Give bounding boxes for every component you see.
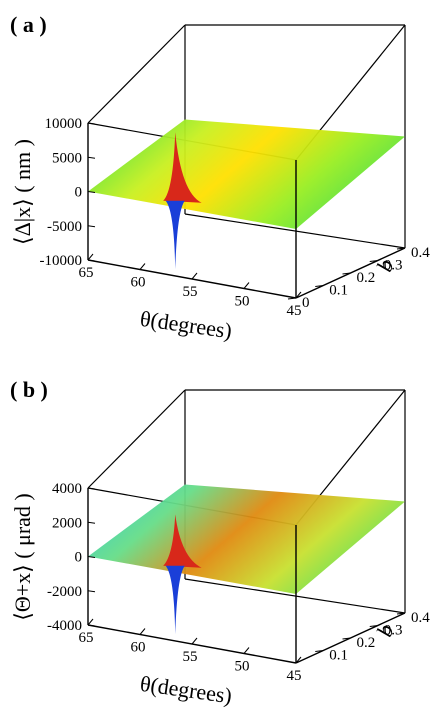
x-tick-label: 50 [235,659,250,675]
y-tick [287,297,297,300]
y-tick [315,650,324,652]
surface-dip [165,200,185,270]
x-tick [139,263,146,270]
surface-peak [163,132,202,203]
x-axis-title: θ(degrees) [139,306,234,344]
y-tick [396,247,406,250]
z-tick [87,624,96,627]
x-tick-label: 45 [287,303,302,319]
z-tick-label: 2000 [52,515,82,531]
y-tick [342,272,351,275]
x-tick [87,618,94,626]
box-edge [87,24,186,124]
panel-label: ( b ) [10,377,48,402]
panel-label: ( a ) [10,12,47,37]
y-tick-label: 0.1 [329,283,348,299]
x-tick [139,628,146,635]
z-tick-label: -4000 [47,618,82,634]
x-tick-label: 60 [131,640,146,656]
y-tick [369,625,378,627]
y-tick-label: 0.4 [411,610,430,626]
z-tick-label: -10000 [40,253,83,269]
y-tick-label: 0.4 [411,245,430,261]
z-tick-label: 10000 [45,116,83,132]
z-axis-title: ⟨Θ+x⟩ ( μrad ) [10,493,35,621]
y-tick-label: 0 [302,295,310,311]
surface-dip [165,565,185,635]
box-edge [87,389,186,489]
z-tick [87,487,96,490]
y-tick-label: 0.1 [329,648,348,664]
x-tick [191,272,198,280]
x-tick [295,656,302,664]
box-edge [184,578,406,614]
chart-panel-b: ( b ) 4000 2000 0 -2000 -4000 65 60 55 50 45 0.1 0.… [0,365,436,725]
x-tick [243,647,250,654]
y-tick-label: 0.3 [384,258,403,274]
chart-panel-a: ( a ) 10000 5000 0 -5000 -10000 65 60 55 50 45 0 0.… [0,0,436,360]
z-tick-label: 4000 [52,481,82,497]
z-tick-label: -2000 [47,584,82,600]
surface-plane [88,119,405,229]
x-tick-label: 60 [131,275,146,291]
z-tick [87,259,96,262]
z-tick-label: 0 [75,550,83,566]
y-tick [342,637,351,640]
x-tick [87,253,94,261]
y-tick-label: 0.3 [384,623,403,639]
z-tick [87,590,96,593]
z-tick-label: 5000 [52,150,82,166]
z-axis-title: ⟨Δ|x⟩ ( nm ) [10,139,35,245]
z-tick [87,156,96,159]
z-tick-label: -5000 [47,219,82,235]
y-tick [396,612,406,615]
y-tick [369,260,378,262]
x-tick [191,637,198,645]
y-tick-label: 0.2 [357,270,376,286]
y-tick-label: 0.2 [357,635,376,651]
z-tick-label: 0 [75,185,83,201]
x-axis-title: θ(degrees) [139,671,234,709]
z-tick [87,556,96,558]
x-tick-label: 55 [183,284,198,300]
z-tick [87,225,96,228]
surface-peak [163,514,202,568]
box-edge [184,213,406,249]
surface-plane [88,484,405,594]
z-tick [87,122,96,125]
x-tick-label: 55 [183,649,198,665]
x-tick [243,282,250,289]
z-tick [87,521,96,524]
y-tick [315,285,324,287]
x-tick-label: 45 [287,668,302,684]
z-tick [87,191,96,193]
x-tick-label: 65 [79,630,94,646]
x-tick-label: 65 [79,265,94,281]
x-tick-label: 50 [235,294,250,310]
x-tick [295,291,302,299]
